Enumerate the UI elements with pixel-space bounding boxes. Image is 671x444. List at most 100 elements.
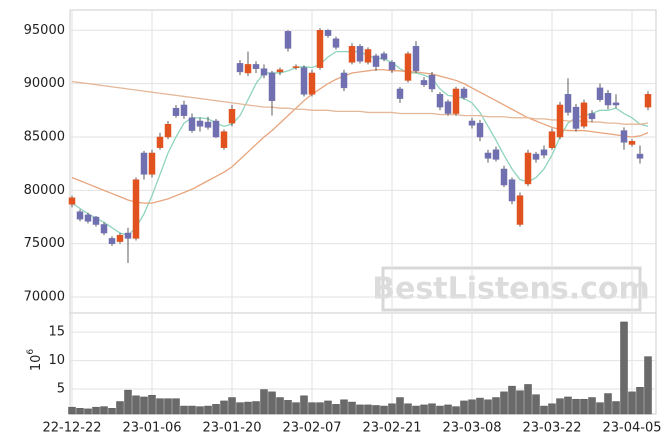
volume-bar [196, 406, 204, 415]
volume-bar [468, 399, 476, 415]
candle-body [356, 46, 364, 62]
candle-body [636, 153, 644, 159]
candle-body [572, 106, 580, 129]
volume-bar [508, 385, 516, 415]
volume-bar [492, 397, 500, 415]
candle-body [348, 46, 356, 63]
candle-body [212, 120, 220, 138]
volume-bar [84, 408, 92, 415]
candle-body [444, 101, 452, 114]
volume-bar [548, 403, 556, 415]
volume-bar [92, 406, 100, 415]
moving-average [71, 80, 649, 125]
moving-average [71, 69, 649, 204]
candle-body [188, 117, 196, 131]
volume-bar [348, 401, 356, 415]
volume-bar [324, 400, 332, 415]
volume-bar [300, 395, 308, 415]
candle-body [644, 94, 652, 108]
candle-body [108, 238, 116, 244]
volume-bar [396, 397, 404, 415]
volume-bar [388, 403, 396, 415]
volume-bar [580, 398, 588, 415]
candle-body [612, 102, 620, 106]
volume-bar [100, 406, 108, 415]
volume-bar [412, 405, 420, 415]
candle-body [428, 74, 436, 90]
candle-body [132, 179, 140, 239]
x-tick-label: 23-01-06 [122, 421, 181, 436]
volume-bar [164, 398, 172, 415]
candle-body [76, 211, 84, 220]
candle-body [260, 68, 268, 76]
candle-body [252, 64, 260, 69]
volume-bar [564, 396, 572, 415]
volume-bar [204, 405, 212, 415]
volume-bar [436, 405, 444, 415]
volume-bar [140, 396, 148, 415]
candle-body [92, 216, 100, 225]
candle-body [340, 72, 348, 89]
volume-bar [452, 406, 460, 415]
volume-bar [460, 400, 468, 415]
volume-bar [76, 408, 84, 415]
candle-body [228, 108, 236, 124]
volume-bar [316, 402, 324, 415]
watermark-box [381, 266, 642, 312]
volume-bar [444, 404, 452, 415]
candle-body [540, 149, 548, 156]
candle-body [532, 153, 540, 160]
x-tick-label: 23-01-20 [202, 421, 261, 436]
candle-body [148, 152, 156, 175]
volume-bar [484, 399, 492, 415]
volume-bar [108, 408, 116, 415]
candle-body [332, 38, 340, 48]
volume-bar [180, 405, 188, 415]
volume-bar [476, 397, 484, 415]
volume-bar [516, 390, 524, 415]
y-tick-label: 80000 [24, 183, 65, 198]
x-tick-label: 23-03-22 [522, 421, 581, 436]
watermark: BestListens.com [372, 272, 650, 307]
candle-body [124, 232, 132, 239]
unit-base: 10 [29, 355, 44, 372]
candle-body [324, 30, 332, 36]
y-tick-label: 10 [48, 353, 65, 368]
volume-bar [500, 391, 508, 415]
volume-bar [612, 401, 620, 415]
plot-frame [69, 9, 657, 415]
volume-bar [556, 398, 564, 415]
candle-body [412, 46, 420, 72]
x-tick-label: 23-02-07 [282, 421, 341, 436]
volume-bar [420, 404, 428, 415]
volume-bar [212, 404, 220, 415]
volume-bar [284, 400, 292, 415]
volume-bar [124, 389, 132, 415]
candle-body [68, 197, 76, 205]
candle-body [404, 53, 412, 81]
volume-bar [588, 397, 596, 415]
volume-bar [380, 405, 388, 415]
candle-body [84, 214, 92, 222]
candle-body [548, 131, 556, 148]
volume-bar [532, 394, 540, 415]
volume-bar [636, 387, 644, 415]
candle-body [620, 130, 628, 143]
candle-body [220, 131, 228, 148]
volume-bar [332, 404, 340, 415]
candle-body [564, 94, 572, 113]
candle-body [388, 62, 396, 71]
candle-body [100, 224, 108, 234]
volume-bar [116, 401, 124, 415]
volume-unit: 106 [26, 349, 44, 372]
volume-bar [372, 405, 380, 415]
volume-bar [292, 402, 300, 415]
volume-bar [340, 399, 348, 415]
volume-bar [148, 395, 156, 415]
volume-bar [604, 393, 612, 415]
volume-bar [268, 391, 276, 415]
y-tick-label: 15 [48, 325, 65, 340]
candle-body [604, 92, 612, 106]
candle-body [436, 94, 444, 108]
